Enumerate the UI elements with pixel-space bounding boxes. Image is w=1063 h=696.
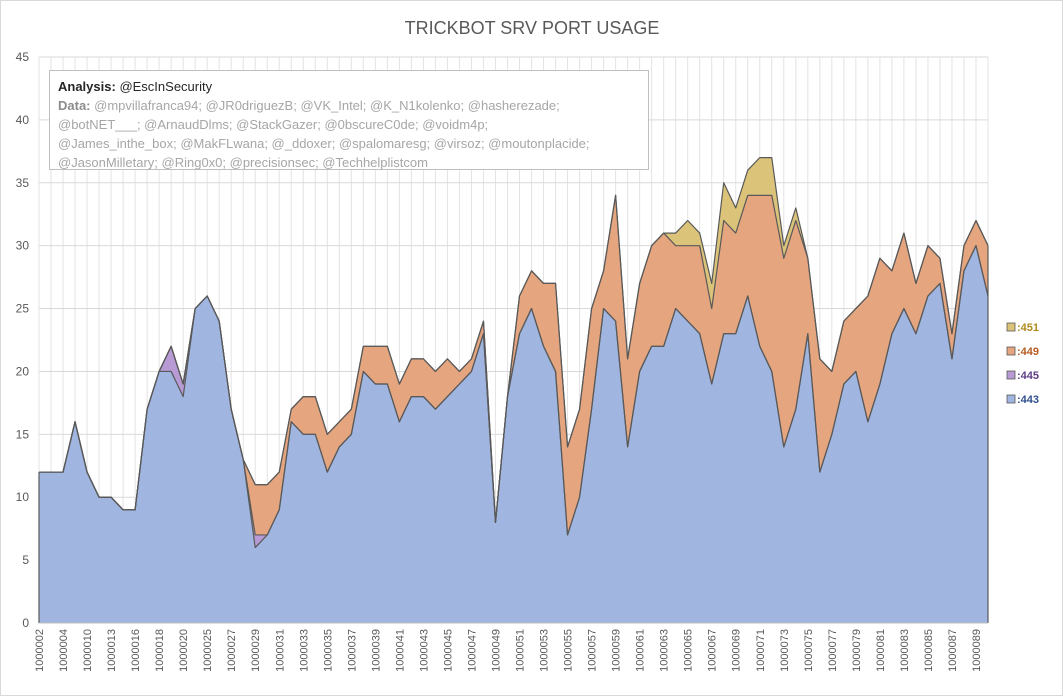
x-tick-label: 1000067 (707, 629, 719, 672)
x-tick-label: 1000025 (202, 629, 214, 672)
data-line-1: Data: @mpvillafranca94; @JR0driguezB; @V… (58, 96, 640, 115)
legend-label: :451 (1017, 322, 1039, 334)
x-tick-label: 1000045 (442, 629, 454, 672)
y-tick-label: 45 (16, 50, 30, 64)
x-tick-label: 1000057 (587, 629, 599, 672)
x-tick-label: 1000013 (106, 629, 118, 672)
x-tick-label: 1000035 (322, 629, 334, 672)
x-tick-label: 1000089 (971, 629, 983, 672)
annotation-box: Analysis: @EscInSecurity Data: @mpvillaf… (49, 70, 649, 170)
y-tick-label: 0 (22, 616, 29, 630)
x-tick-label: 1000033 (298, 629, 310, 672)
data-contributors-2: @botNET___; @ArnaudDlms; @StackGazer; @0… (58, 117, 489, 132)
x-tick-label: 1000004 (58, 629, 70, 672)
y-tick-label: 10 (16, 490, 30, 504)
x-tick-label: 1000018 (154, 629, 166, 672)
x-tick-label: 1000002 (34, 629, 46, 672)
legend: :451 :449 :445 :443 (1006, 322, 1039, 406)
x-tick-label: 1000077 (827, 629, 839, 672)
analysis-value: @EscInSecurity (119, 79, 213, 94)
data-contributors-1: @mpvillafranca94; @JR0driguezB; @VK_Inte… (94, 98, 560, 113)
legend-label: :449 (1017, 346, 1039, 358)
x-axis-ticks: 1000002 1000004 1000010 1000013 1000016 10000… (34, 629, 983, 672)
x-tick-label: 1000081 (875, 629, 887, 672)
x-tick-label: 1000071 (755, 629, 767, 672)
axes (38, 245, 989, 624)
y-tick-label: 35 (16, 176, 30, 190)
area-series-port-443 (39, 245, 988, 623)
x-tick-label: 1000087 (947, 629, 959, 672)
legend-swatch (1006, 346, 1016, 356)
x-tick-label: 1000065 (683, 629, 695, 672)
area-series (39, 157, 989, 623)
x-tick-label: 1000055 (563, 629, 575, 672)
x-tick-label: 1000010 (82, 629, 94, 672)
x-tick-label: 1000085 (923, 629, 935, 672)
legend-label: :443 (1017, 394, 1039, 406)
x-tick-label: 1000083 (899, 629, 911, 672)
area-outline-port-451 (39, 157, 989, 523)
x-tick-label: 1000063 (659, 629, 671, 672)
data-contributors-4: @JasonMilletary; @Ring0x0; @precisionsec… (58, 155, 428, 170)
legend-swatch (1006, 394, 1016, 404)
x-tick-label: 1000075 (803, 629, 815, 672)
y-axis-ticks: 0 5 10 15 20 25 30 35 40 45 (16, 50, 30, 630)
x-tick-label: 1000031 (274, 629, 286, 672)
y-tick-label: 15 (16, 427, 30, 441)
analysis-line: Analysis: @EscInSecurity (58, 77, 640, 96)
x-tick-label: 1000059 (611, 629, 623, 672)
data-line-3: @James_inthe_box; @MakFLwana; @_ddoxer; … (58, 134, 640, 153)
analysis-label: Analysis: (58, 79, 116, 94)
x-tick-label: 1000043 (418, 629, 430, 672)
x-tick-label: 1000073 (779, 629, 791, 672)
x-tick-label: 1000029 (250, 629, 262, 672)
data-line-2: @botNET___; @ArnaudDlms; @StackGazer; @0… (58, 115, 640, 134)
x-tick-label: 1000049 (490, 629, 502, 672)
x-tick-label: 1000037 (346, 629, 358, 672)
y-tick-label: 5 (22, 553, 29, 567)
chart-title: TRICKBOT SRV PORT USAGE (405, 18, 660, 38)
legend-swatch (1006, 322, 1016, 332)
x-tick-label: 1000061 (635, 629, 647, 672)
legend-swatch (1006, 370, 1016, 380)
data-line-4: @JasonMilletary; @Ring0x0; @precisionsec… (58, 153, 640, 172)
x-tick-label: 1000041 (394, 629, 406, 672)
x-tick-label: 1000016 (130, 629, 142, 672)
y-tick-label: 20 (16, 364, 30, 378)
x-tick-label: 1000079 (851, 629, 863, 672)
x-tick-label: 1000020 (178, 629, 190, 672)
x-tick-label: 1000069 (731, 629, 743, 672)
x-tick-label: 1000027 (226, 629, 238, 672)
y-tick-label: 40 (16, 113, 30, 127)
data-label: Data: (58, 98, 91, 113)
legend-label: :445 (1017, 370, 1039, 382)
x-tick-label: 1000047 (466, 629, 478, 672)
x-tick-label: 1000039 (370, 629, 382, 672)
x-tick-label: 1000053 (539, 629, 551, 672)
y-tick-label: 30 (16, 239, 30, 253)
data-contributors-3: @James_inthe_box; @MakFLwana; @_ddoxer; … (58, 136, 590, 151)
x-tick-label: 1000051 (515, 629, 527, 672)
y-tick-label: 25 (16, 302, 30, 316)
